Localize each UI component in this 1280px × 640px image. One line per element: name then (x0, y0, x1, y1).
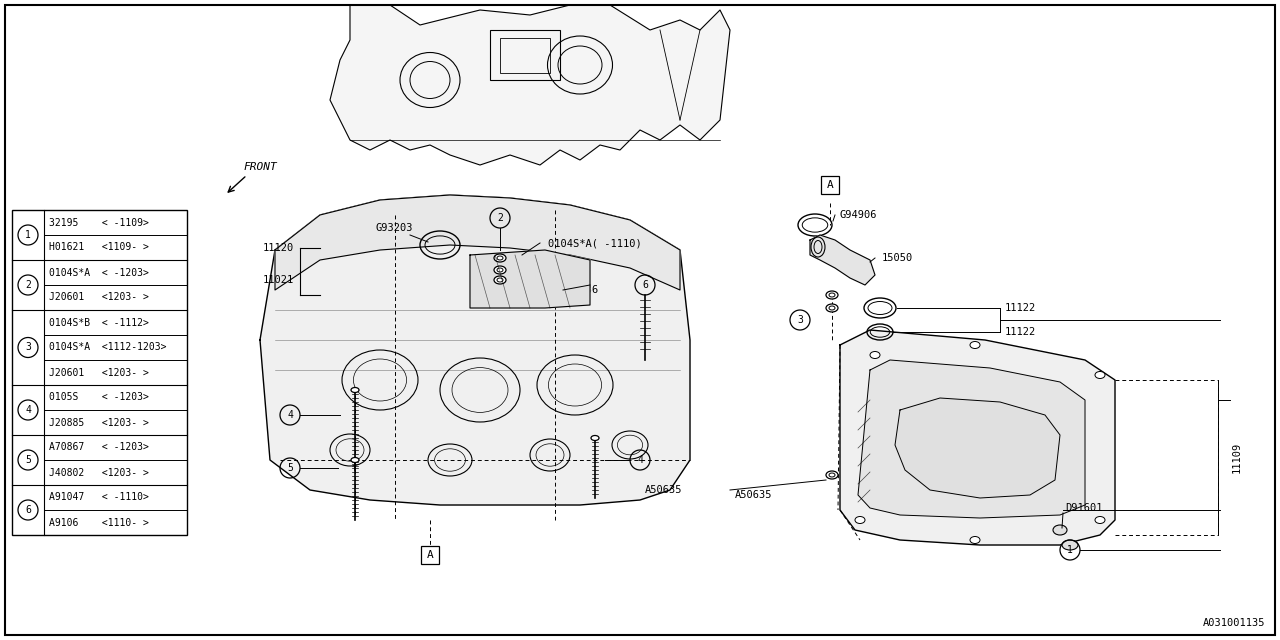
Ellipse shape (1062, 540, 1078, 550)
Text: A91047   < -1110>: A91047 < -1110> (49, 493, 148, 502)
Text: 4: 4 (637, 455, 643, 465)
Ellipse shape (1094, 371, 1105, 378)
Text: 1: 1 (26, 230, 31, 240)
Bar (500, 38, 550, 73)
Text: 1: 1 (1068, 545, 1073, 555)
Text: A50635: A50635 (645, 485, 682, 495)
Text: 0105S    < -1203>: 0105S < -1203> (49, 392, 148, 403)
Text: 5: 5 (26, 455, 31, 465)
Ellipse shape (826, 304, 838, 312)
Text: 11122: 11122 (1005, 303, 1037, 313)
Text: 0104S*B  < -1112>: 0104S*B < -1112> (49, 317, 148, 328)
Text: 0104S*A( -1110): 0104S*A( -1110) (548, 238, 641, 248)
Text: 3: 3 (26, 342, 31, 353)
Ellipse shape (970, 342, 980, 349)
Ellipse shape (351, 458, 358, 463)
Text: A: A (827, 180, 833, 190)
Ellipse shape (1053, 525, 1068, 535)
Bar (12, 210, 187, 535)
Text: 11109: 11109 (1231, 442, 1242, 472)
Text: 4: 4 (287, 410, 293, 420)
Ellipse shape (970, 536, 980, 543)
Polygon shape (810, 235, 876, 285)
Text: 3: 3 (797, 315, 803, 325)
Ellipse shape (870, 351, 881, 358)
Text: 4: 4 (26, 405, 31, 415)
Polygon shape (840, 330, 1115, 545)
Text: A50635: A50635 (735, 490, 773, 500)
Bar (490, 30, 561, 80)
Text: 0104S*A  <1112-1203>: 0104S*A <1112-1203> (49, 342, 166, 353)
Ellipse shape (494, 276, 506, 284)
Text: 2: 2 (497, 213, 503, 223)
Ellipse shape (855, 516, 865, 524)
Polygon shape (470, 250, 590, 308)
Text: 11021: 11021 (262, 275, 294, 285)
Polygon shape (895, 398, 1060, 498)
Ellipse shape (826, 471, 838, 479)
Text: G94906: G94906 (840, 210, 878, 220)
Text: J20885   <1203- >: J20885 <1203- > (49, 417, 148, 428)
Text: G93203: G93203 (375, 223, 412, 233)
Text: 2: 2 (26, 280, 31, 290)
Bar (421, 546, 439, 564)
Ellipse shape (494, 254, 506, 262)
Text: A9106    <1110- >: A9106 <1110- > (49, 518, 148, 527)
Text: 0104S*A  < -1203>: 0104S*A < -1203> (49, 268, 148, 278)
Ellipse shape (351, 387, 358, 392)
Text: 6: 6 (26, 505, 31, 515)
Bar (820, 176, 838, 194)
Text: 32195    < -1109>: 32195 < -1109> (49, 218, 148, 227)
Text: J20601   <1203- >: J20601 <1203- > (49, 292, 148, 303)
Text: J40802   <1203- >: J40802 <1203- > (49, 467, 148, 477)
Text: FRONT: FRONT (244, 162, 278, 172)
Text: 6: 6 (643, 280, 648, 290)
Polygon shape (330, 5, 730, 165)
Polygon shape (858, 360, 1085, 518)
Text: A70867   < -1203>: A70867 < -1203> (49, 442, 148, 452)
Ellipse shape (1094, 516, 1105, 524)
Text: 5: 5 (287, 463, 293, 473)
Text: A: A (426, 550, 434, 560)
Text: D91601: D91601 (1065, 503, 1102, 513)
Ellipse shape (494, 266, 506, 274)
Polygon shape (275, 195, 680, 290)
Text: J20601   <1203- >: J20601 <1203- > (49, 367, 148, 378)
Polygon shape (260, 195, 690, 505)
Text: A031001135: A031001135 (1202, 618, 1265, 628)
Text: 11122: 11122 (1005, 327, 1037, 337)
Text: 15050: 15050 (882, 253, 913, 263)
Ellipse shape (826, 291, 838, 299)
Text: H01621   <1109- >: H01621 <1109- > (49, 243, 148, 253)
Text: 11120: 11120 (262, 243, 294, 253)
Ellipse shape (591, 435, 599, 440)
Text: 11036: 11036 (568, 285, 599, 295)
